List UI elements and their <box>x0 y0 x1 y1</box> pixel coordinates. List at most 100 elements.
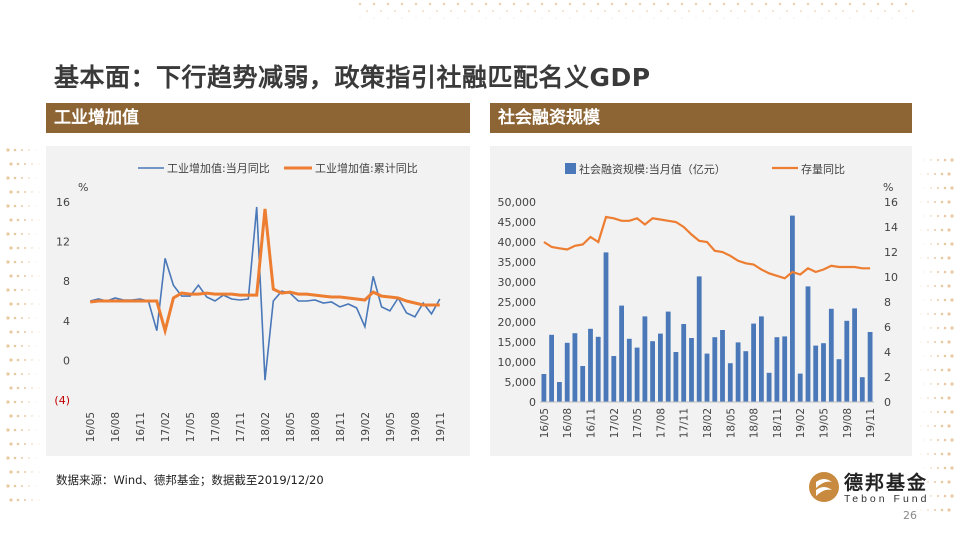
y2-tick-label: 12 <box>884 246 898 259</box>
bar <box>735 342 741 402</box>
legend-swatch-monthly-financing <box>565 163 576 174</box>
series-line-stock-yoy <box>543 215 871 280</box>
x-tick-label: 19/05 <box>819 408 831 438</box>
bar <box>836 359 842 402</box>
x-tick-label: 19/11 <box>865 408 877 438</box>
y2-tick-label: 2 <box>884 371 891 384</box>
series-line-monthly-yoy <box>90 206 441 381</box>
bar <box>712 337 718 402</box>
y-tick-label: 0 <box>529 396 536 409</box>
x-tick-label: 17/08 <box>655 408 667 438</box>
x-tick-label: 18/08 <box>749 408 761 438</box>
y-tick-label: 4 <box>63 315 70 328</box>
social-financing-chart-panel: 0 5,000 10,000 15,000 20,000 25,000 30,000 35,0… <box>490 146 912 456</box>
industrial-value-chart-panel: 16 12 8 4 0 (4) 16/05 16/08 16/11 17/02 17/05 17/0… <box>46 146 470 456</box>
x-tick-label: 16/08 <box>562 408 574 438</box>
section-header-social-financing: 社会融资规模 <box>490 103 912 133</box>
y2-tick-label: 6 <box>884 321 891 334</box>
y-tick-label: 10,000 <box>498 356 537 369</box>
dot-field <box>6 2 954 512</box>
tebon-logo-icon <box>809 472 839 502</box>
bar <box>603 252 609 402</box>
bar <box>619 305 624 402</box>
bar <box>720 330 725 402</box>
y-axis-unit: % <box>78 181 88 194</box>
x-tick-label: 16/11 <box>585 408 597 438</box>
bar <box>821 343 826 402</box>
x-tick-label: 18/05 <box>725 408 737 438</box>
bar <box>557 382 562 402</box>
x-tick-label: 18/08 <box>310 412 322 442</box>
x-tick-label: 18/05 <box>285 412 297 442</box>
legend-label-stock-yoy: 存量同比 <box>801 162 845 176</box>
bar <box>867 332 873 402</box>
bar <box>852 308 857 402</box>
company-logo: 德邦基金 Tebon Fund <box>808 468 928 508</box>
bar <box>743 351 749 402</box>
bar <box>689 338 694 402</box>
x-tick-label: 19/02 <box>795 408 807 438</box>
bar <box>642 316 648 402</box>
section-header-industrial-value: 工业增加值 <box>46 103 470 133</box>
y-tick-label: 30,000 <box>498 276 537 289</box>
y-tick-label: 0 <box>63 354 70 367</box>
y2-tick-label: 10 <box>884 271 898 284</box>
y-tick-label: 25,000 <box>498 296 537 309</box>
bar <box>650 341 655 402</box>
logo-text-en: Tebon Fund <box>844 493 930 505</box>
x-tick-label: 18/02 <box>260 412 272 442</box>
x-tick-label: 16/08 <box>110 412 122 442</box>
bar <box>859 377 865 402</box>
legend: 社会融资规模:当月值（亿元） 存量同比 <box>565 162 845 176</box>
y-tick-label: 12 <box>56 236 70 249</box>
bar <box>626 338 632 402</box>
y-tick-label: (4) <box>54 394 70 407</box>
bar <box>782 336 788 402</box>
y-tick-label: 20,000 <box>498 316 537 329</box>
y2-tick-label: 16 <box>884 196 898 209</box>
page-title: 基本面：下行趋势减弱，政策指引社融匹配名义GDP <box>54 63 651 92</box>
bar <box>549 334 554 402</box>
x-tick-label: 17/02 <box>160 412 172 442</box>
bar <box>828 308 834 402</box>
y2-tick-label: 0 <box>884 396 891 409</box>
x-tick-label: 19/08 <box>842 408 854 438</box>
x-tick-label: 19/08 <box>410 412 422 442</box>
bar <box>844 320 850 402</box>
legend-label-cumulative-yoy: 工业增加值:累计同比 <box>315 161 418 175</box>
x-tick-label: 17/05 <box>185 412 197 442</box>
series-line-cumulative-yoy <box>90 208 440 337</box>
x-tick-label: 16/05 <box>85 412 97 442</box>
x-tick-label: 17/08 <box>210 412 222 442</box>
data-source-note: 数据来源：Wind、德邦基金；数据截至2019/12/20 <box>56 473 324 487</box>
bar <box>727 363 733 402</box>
bar <box>665 311 671 402</box>
bar <box>564 342 570 402</box>
bar <box>751 323 756 402</box>
bar <box>696 276 702 402</box>
bar <box>572 333 578 402</box>
bar <box>797 373 803 402</box>
bar <box>595 336 601 402</box>
logo-text-cn: 德邦基金 <box>844 472 929 494</box>
x-tick-label: 17/11 <box>679 408 691 438</box>
bar <box>634 347 640 402</box>
y-tick-label: 40,000 <box>498 236 537 249</box>
bar <box>673 352 679 402</box>
legend-label-monthly-yoy: 工业增加值:当月同比 <box>167 161 270 175</box>
x-tick-label: 16/11 <box>135 412 147 442</box>
x-tick-label: 18/02 <box>702 408 714 438</box>
bar <box>805 286 811 402</box>
x-tick-label: 17/05 <box>632 408 644 438</box>
social-financing-chart: 0 5,000 10,000 15,000 20,000 25,000 30,000 35,0… <box>498 162 899 438</box>
bar <box>813 345 819 402</box>
bar <box>541 374 547 402</box>
x-tick-label: 18/11 <box>772 408 784 438</box>
bar <box>766 372 772 402</box>
bar <box>658 333 663 402</box>
bar <box>611 356 617 402</box>
y2-tick-label: 14 <box>884 221 898 234</box>
bar <box>790 215 795 402</box>
x-tick-label: 19/11 <box>435 412 447 442</box>
